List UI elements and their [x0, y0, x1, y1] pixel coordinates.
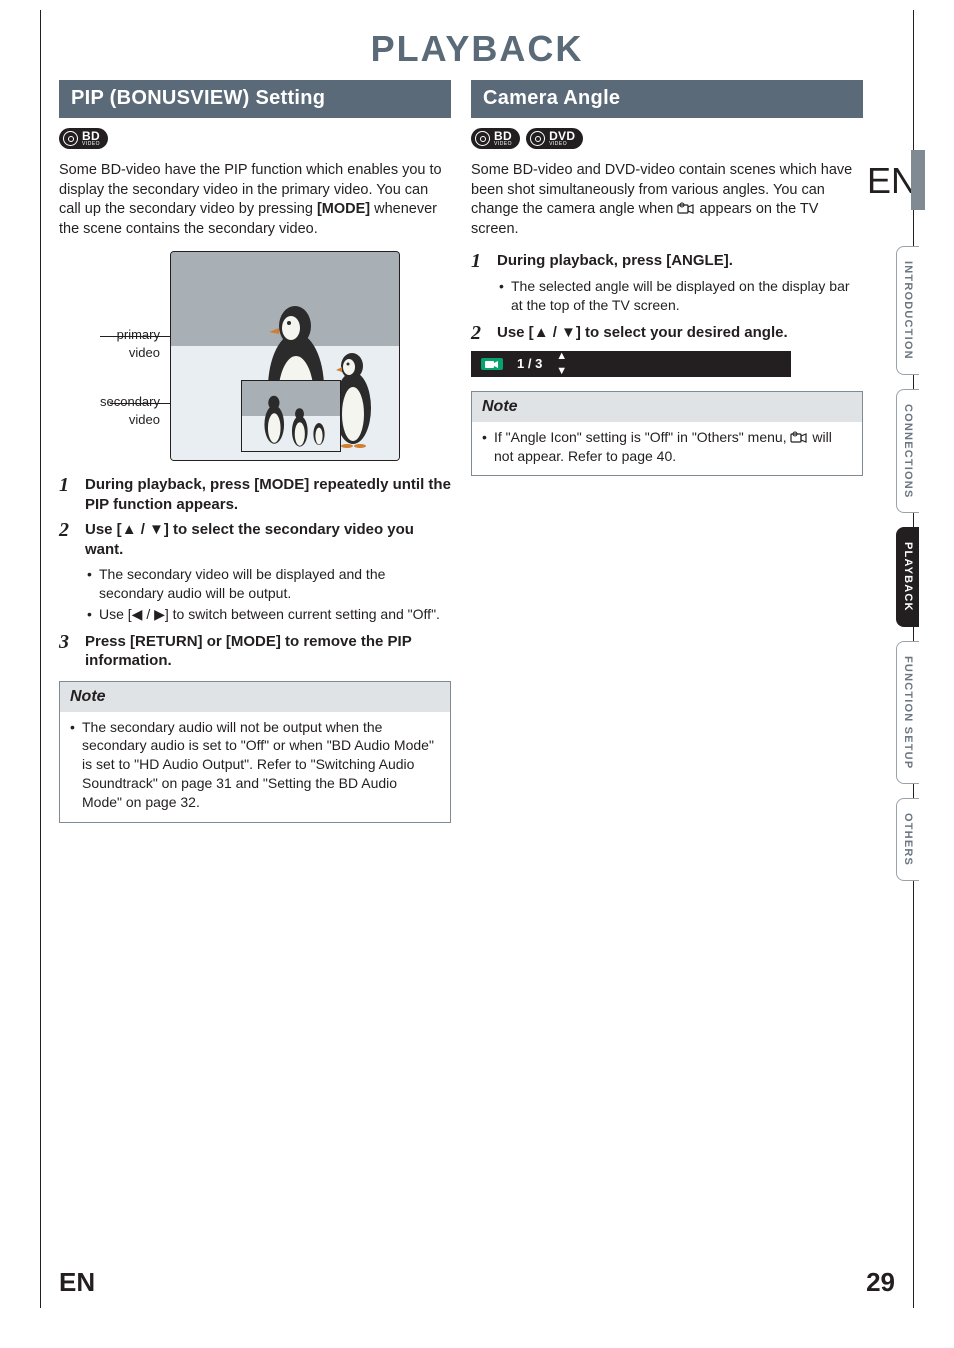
page-footer: EN 29 [41, 1267, 913, 1298]
left-column: PIP (BONUSVIEW) Setting BDVIDEO Some BD-… [59, 80, 451, 823]
footer-lang: EN [59, 1267, 95, 1298]
disc-badges-right: BDVIDEO DVDVIDEO [471, 128, 863, 149]
step-text: Use [▲ / ▼] to select your desired angle… [497, 323, 863, 343]
step-text: Use [▲ / ▼] to select the secondary vide… [85, 520, 451, 559]
step-number: 3 [59, 632, 77, 671]
text: Use [ [497, 324, 534, 341]
step-1-details: The selected angle will be displayed on … [499, 277, 863, 315]
note-body: The secondary audio will not be output w… [60, 712, 450, 822]
pip-steps: 1 During playback, press [MODE] repeated… [59, 475, 451, 559]
tab-connections[interactable]: CONNECTIONS [896, 389, 919, 513]
text: primary [117, 327, 160, 342]
pip-steps-cont: 3 Press [RETURN] or [MODE] to remove the… [59, 632, 451, 671]
angle-value: 1 / 3 [517, 355, 542, 373]
document-title: PLAYBACK [59, 28, 895, 70]
arrow-keys: ▲ / ▼ [534, 324, 576, 341]
tab-function-setup[interactable]: FUNCTION SETUP [896, 641, 919, 784]
tab-introduction[interactable]: INTRODUCTION [896, 246, 919, 375]
step-1: 1 During playback, press [MODE] repeated… [59, 475, 451, 514]
arrow-keys: ▲ / ▼ [122, 521, 164, 538]
step-2: 2 Use [▲ / ▼] to select your desired ang… [471, 323, 863, 343]
text: secondary [100, 394, 160, 409]
disc-icon [530, 131, 545, 146]
side-tabs: EN INTRODUCTION CONNECTIONS PLAYBACK FUN… [867, 160, 919, 881]
angle-note-box: Note If "Angle Icon" setting is "Off" in… [471, 391, 863, 476]
note-heading: Note [472, 392, 862, 422]
badge-sub: VIDEO [494, 142, 512, 147]
tab-others[interactable]: OTHERS [896, 798, 919, 881]
pip-intro: Some BD-video have the PIP function whic… [59, 161, 451, 239]
secondary-video-label: secondary video [30, 393, 160, 428]
secondary-video-frame [241, 380, 341, 452]
note-body: If "Angle Icon" setting is "Off" in "Oth… [472, 422, 862, 476]
bullet-item: The selected angle will be displayed on … [499, 277, 863, 315]
page-frame: PLAYBACK PIP (BONUSVIEW) Setting BDVIDEO… [40, 10, 914, 1308]
bd-video-badge: BDVIDEO [59, 128, 108, 149]
content-columns: PIP (BONUSVIEW) Setting BDVIDEO Some BD-… [59, 80, 895, 823]
step-number: 1 [59, 475, 77, 514]
angle-section-header: Camera Angle [471, 80, 863, 118]
up-down-icon: ▲▼ [556, 349, 565, 379]
mode-key: [MODE] [317, 201, 370, 217]
step-2: 2 Use [▲ / ▼] to select the secondary vi… [59, 520, 451, 559]
step-number: 2 [59, 520, 77, 559]
badge-sub: VIDEO [82, 142, 100, 147]
step-text: During playback, press [ANGLE]. [497, 251, 863, 271]
camera-angle-icon [677, 202, 695, 216]
disc-badges-left: BDVIDEO [59, 128, 451, 149]
angle-intro: Some BD-video and DVD-video contain scen… [471, 161, 863, 239]
step-number: 1 [471, 251, 489, 271]
text: video [129, 345, 160, 360]
penguin-small-group [242, 381, 341, 452]
note-heading: Note [60, 682, 450, 712]
bd-video-badge: BDVIDEO [471, 128, 520, 149]
step-3: 3 Press [RETURN] or [MODE] to remove the… [59, 632, 451, 671]
step-2-details: The secondary video will be displayed an… [87, 565, 451, 624]
text: video [129, 412, 160, 427]
camera-angle-icon [790, 431, 808, 445]
bullet-item: The secondary video will be displayed an… [87, 565, 451, 603]
primary-video-label: primary video [30, 326, 160, 361]
note-item: If "Angle Icon" setting is "Off" in "Oth… [482, 428, 852, 466]
angle-steps: 1 During playback, press [ANGLE]. [471, 251, 863, 271]
text: If "Angle Icon" setting is "Off" in "Oth… [494, 429, 790, 445]
pip-illustration: primary video secondary video [110, 251, 400, 461]
pip-section-header: PIP (BONUSVIEW) Setting [59, 80, 451, 118]
disc-icon [63, 131, 78, 146]
angle-steps-cont: 2 Use [▲ / ▼] to select your desired ang… [471, 323, 863, 343]
primary-video-frame [170, 251, 400, 461]
tab-playback[interactable]: PLAYBACK [896, 527, 919, 627]
language-badge: EN [867, 160, 919, 202]
step-text: During playback, press [MODE] repeatedly… [85, 475, 451, 514]
angle-display-bar: 1 / 3 ▲▼ [471, 351, 791, 377]
right-column: Camera Angle BDVIDEO DVDVIDEO Some BD-vi… [471, 80, 863, 823]
note-item: The secondary audio will not be output w… [70, 718, 440, 812]
camera-badge-icon [481, 358, 503, 370]
step-1: 1 During playback, press [ANGLE]. [471, 251, 863, 271]
footer-page-number: 29 [866, 1267, 895, 1298]
text: ] to select your desired angle. [576, 324, 788, 341]
dvd-video-badge: DVDVIDEO [526, 128, 583, 149]
bullet-item: Use [◀ / ▶] to switch between current se… [87, 605, 451, 624]
step-number: 2 [471, 323, 489, 343]
step-text: Press [RETURN] or [MODE] to remove the P… [85, 632, 451, 671]
disc-icon [475, 131, 490, 146]
pip-note-box: Note The secondary audio will not be out… [59, 681, 451, 823]
text: Use [ [85, 521, 122, 538]
